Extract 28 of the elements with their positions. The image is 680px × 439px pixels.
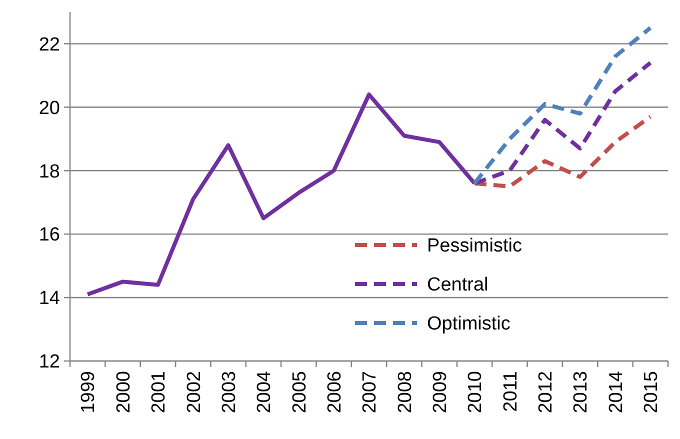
x-tick-label: 2012 — [536, 371, 557, 414]
x-tick-label: 2004 — [254, 370, 276, 414]
y-tick-label: 12 — [38, 352, 60, 373]
x-tick-label: 2007 — [360, 371, 381, 414]
y-tick-label: 18 — [38, 161, 60, 182]
legend-label: Central — [427, 274, 488, 296]
x-tick-label: 2011 — [500, 371, 522, 412]
x-tick-label: 2006 — [324, 371, 346, 414]
x-tick-label: 2015 — [641, 371, 662, 414]
y-tick-label: 16 — [38, 224, 60, 246]
y-tick-label: 14 — [38, 288, 60, 310]
x-tick-label: 2013 — [570, 371, 592, 414]
y-tick-label: 22 — [38, 34, 60, 56]
line-series — [472, 114, 652, 188]
legend-label: Pessimistic — [427, 236, 522, 257]
legend-label: Optimistic — [427, 314, 510, 335]
x-tick-label: 2005 — [289, 371, 310, 414]
x-tick-label: 2008 — [394, 371, 416, 414]
x-tick-label: 2014 — [606, 370, 627, 414]
y-tick-label: 20 — [38, 98, 60, 119]
line-series — [472, 26, 652, 186]
x-tick-label: 1999 — [78, 371, 100, 414]
x-tick-label: 2001 — [148, 371, 170, 414]
x-tick-label: 2009 — [430, 371, 452, 414]
x-tick-label: 2003 — [218, 371, 240, 414]
x-tick-label: 2002 — [184, 371, 205, 414]
x-tick-label: 2000 — [113, 371, 134, 414]
x-tick-label: 2010 — [465, 371, 486, 414]
